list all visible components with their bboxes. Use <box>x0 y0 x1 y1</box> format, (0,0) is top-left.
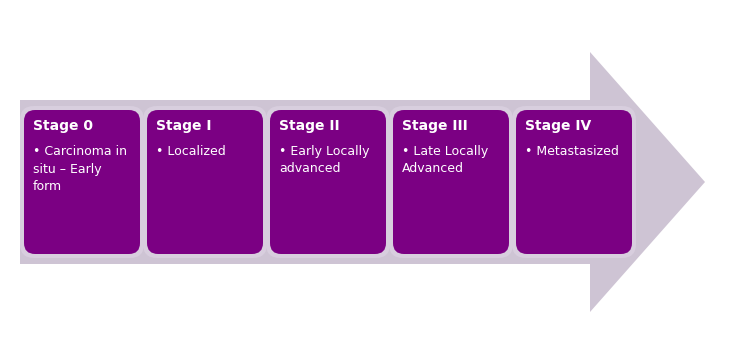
Text: • Metastasized: • Metastasized <box>525 145 619 158</box>
Polygon shape <box>20 52 705 312</box>
FancyBboxPatch shape <box>270 110 386 254</box>
Text: Stage 0: Stage 0 <box>33 119 93 133</box>
Text: • Late Locally
Advanced: • Late Locally Advanced <box>402 145 488 175</box>
Text: Stage I: Stage I <box>156 119 212 133</box>
Text: • Localized: • Localized <box>156 145 226 158</box>
FancyBboxPatch shape <box>512 106 636 258</box>
FancyBboxPatch shape <box>516 110 632 254</box>
Text: Stage III: Stage III <box>402 119 468 133</box>
FancyBboxPatch shape <box>20 106 144 258</box>
FancyBboxPatch shape <box>147 110 263 254</box>
FancyBboxPatch shape <box>393 110 509 254</box>
FancyBboxPatch shape <box>389 106 513 258</box>
FancyBboxPatch shape <box>266 106 390 258</box>
Text: Stage IV: Stage IV <box>525 119 591 133</box>
Text: • Early Locally
advanced: • Early Locally advanced <box>279 145 369 175</box>
FancyBboxPatch shape <box>24 110 140 254</box>
Text: Stage II: Stage II <box>279 119 339 133</box>
FancyBboxPatch shape <box>143 106 267 258</box>
Text: • Carcinoma in
situ – Early
form: • Carcinoma in situ – Early form <box>33 145 127 193</box>
